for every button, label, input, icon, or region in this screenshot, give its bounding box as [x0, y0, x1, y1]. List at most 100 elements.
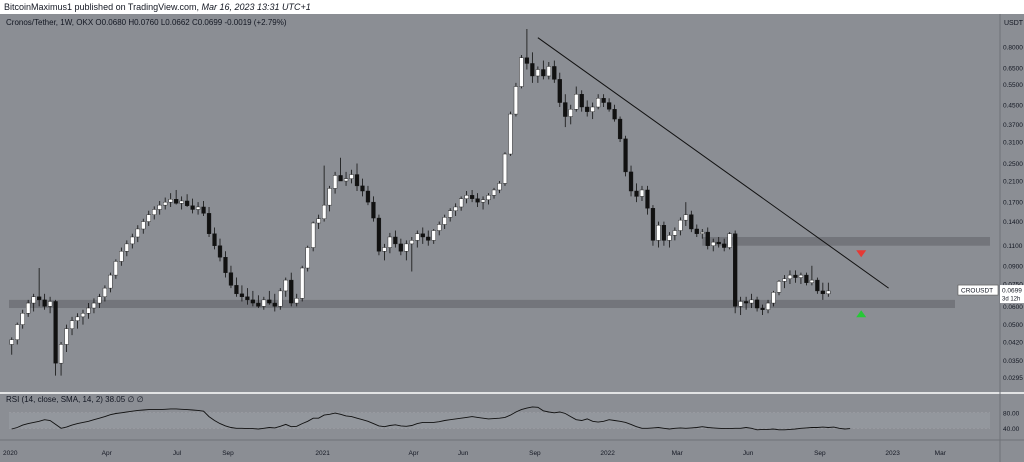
price-tick-label: 0.4500: [1003, 102, 1023, 109]
candle-body: [272, 302, 277, 307]
candle-body: [820, 290, 825, 295]
candle-body: [628, 171, 634, 192]
close-label: C: [191, 18, 198, 27]
low-label: L: [160, 18, 166, 27]
candle-body: [793, 274, 798, 278]
candle-body: [332, 175, 338, 189]
candle-body: [80, 313, 86, 318]
candle-body: [47, 301, 53, 307]
candle-body: [26, 302, 31, 314]
candle-body: [530, 63, 535, 77]
candle-body: [557, 79, 562, 103]
candle-body: [809, 279, 815, 283]
candle-body: [694, 228, 699, 234]
candle-body: [815, 279, 820, 292]
candle-body: [700, 231, 705, 234]
price-tick-label: 0.3100: [1003, 140, 1023, 147]
price-tick-label: 0.2100: [1003, 179, 1023, 186]
rsi-line: [11, 406, 851, 431]
candle-body: [749, 299, 754, 304]
support-triangle-icon: [856, 310, 867, 318]
published-text: published on TradingView.com,: [74, 2, 199, 12]
candle-body: [278, 290, 283, 307]
candle-body: [689, 214, 694, 230]
candle-body: [250, 299, 255, 304]
candle-body: [667, 235, 672, 241]
candle-body: [217, 245, 223, 258]
support-zone: [9, 299, 955, 309]
candle-body: [590, 106, 595, 112]
candle-body: [623, 138, 628, 173]
countdown-label: 3d 12h: [1002, 297, 1020, 303]
symbol-tag: CROUSDT: [961, 288, 993, 295]
candle-body: [656, 225, 661, 241]
candle-body: [579, 94, 584, 108]
candle-body: [349, 174, 354, 179]
candle-body: [645, 189, 650, 209]
candle-body: [91, 302, 97, 309]
last-price-label: 0.0699: [1002, 288, 1022, 295]
candle-body: [497, 183, 502, 191]
high-label: H: [128, 18, 135, 27]
candle-body: [102, 287, 108, 298]
candle-body: [360, 185, 365, 192]
candle-body: [585, 106, 590, 112]
candle-body: [223, 257, 228, 273]
candle-body: [437, 224, 442, 231]
price-tick-label: 0.0900: [1003, 263, 1023, 270]
candle-body: [563, 102, 568, 117]
candle-body: [486, 195, 491, 201]
candle-body: [776, 281, 782, 293]
candle-body: [245, 296, 250, 301]
candle-body: [601, 98, 606, 103]
rsi-value: 38.05: [105, 395, 126, 404]
price-tick-label: 0.0500: [1003, 322, 1023, 329]
candle-body: [546, 66, 551, 77]
symbol-tag-box: [957, 284, 999, 296]
candle-body: [431, 230, 436, 241]
candle-body: [491, 189, 497, 196]
time-tick-label: Jul: [173, 450, 182, 457]
candle-body: [787, 274, 793, 280]
candle-body: [283, 279, 288, 292]
candle-body: [711, 241, 716, 246]
price-tick-label: 0.1100: [1003, 243, 1023, 250]
last-price-box: [1000, 285, 1024, 304]
candle-body: [716, 241, 721, 245]
candle-body: [639, 189, 645, 197]
low-value: 0.0662: [165, 18, 190, 27]
candle-body: [826, 290, 831, 295]
time-tick-label: Mar: [935, 450, 947, 457]
candle-body: [42, 299, 47, 307]
price-tick-label: 0.0295: [1003, 375, 1023, 382]
candle-body: [69, 320, 75, 329]
time-tick-label: Sep: [222, 450, 234, 457]
candle-body: [524, 57, 530, 64]
candle-body: [53, 301, 58, 364]
resistance-triangle-icon: [856, 250, 867, 258]
candle-body: [141, 221, 146, 230]
candle-body: [130, 236, 135, 245]
candle-body: [535, 69, 540, 77]
time-tick-label: Sep: [529, 450, 541, 457]
candle-body: [322, 204, 327, 219]
candle-body: [678, 219, 683, 231]
candle-body: [305, 247, 310, 269]
candle-body: [541, 69, 546, 77]
candle-body: [113, 261, 118, 276]
change-value: -0.0019 (+2.79%): [224, 18, 287, 27]
candle-body: [311, 222, 316, 248]
candle-body: [163, 201, 168, 206]
price-axis-currency: USDT: [1004, 20, 1024, 27]
candle-body: [152, 209, 157, 215]
candle-body: [398, 243, 403, 252]
candle-body: [568, 109, 573, 117]
price-tick-label: 0.0750: [1003, 282, 1023, 289]
candle-body: [294, 298, 299, 304]
candle-body: [201, 206, 206, 214]
candle-body: [596, 98, 601, 108]
candle-body: [475, 198, 480, 203]
price-tick-label: 0.3700: [1003, 122, 1023, 129]
time-tick-label: Jun: [458, 450, 469, 457]
